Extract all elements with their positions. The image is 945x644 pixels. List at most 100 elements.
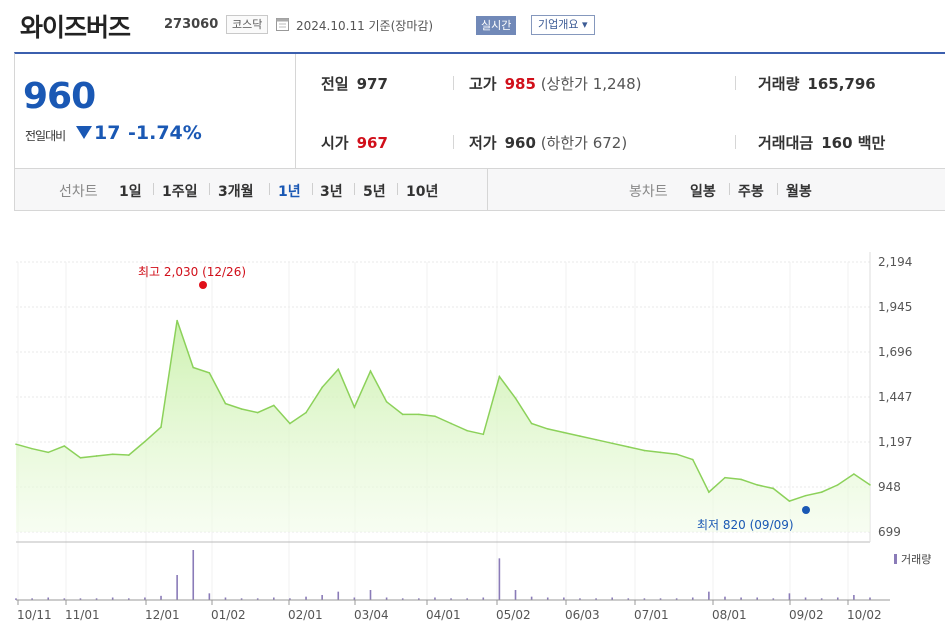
volume-bar bbox=[530, 596, 533, 600]
x-tick-label: 06/03 bbox=[565, 608, 600, 622]
price-point bbox=[208, 372, 211, 374]
price-point bbox=[772, 487, 775, 490]
x-tick-label: 10/02 bbox=[847, 608, 882, 622]
price-point bbox=[563, 431, 565, 434]
period-1y[interactable]: 1년 bbox=[278, 184, 301, 200]
volume-bar bbox=[240, 598, 243, 600]
volume-bar bbox=[514, 590, 517, 600]
volume-bar bbox=[224, 597, 227, 600]
price-point bbox=[482, 433, 485, 436]
price-point bbox=[595, 438, 597, 441]
x-tick-label: 01/02 bbox=[211, 608, 246, 622]
company-name: 와이즈버즈 bbox=[20, 13, 131, 42]
candle-weekly[interactable]: 주봉 bbox=[738, 184, 764, 200]
x-tick-label: 04/01 bbox=[426, 608, 461, 622]
price-point bbox=[401, 413, 404, 416]
candle-daily[interactable]: 일봉 bbox=[690, 184, 716, 200]
period-3y[interactable]: 3년 bbox=[320, 184, 343, 200]
y-tick-label: 1,696 bbox=[878, 345, 912, 359]
price-point bbox=[869, 484, 871, 486]
price-point bbox=[256, 411, 259, 414]
price-point bbox=[418, 413, 420, 416]
price-point bbox=[337, 368, 340, 371]
volume-bar bbox=[595, 598, 597, 600]
price-chart: 2,194 1,945 1,696 1,447 1,197 948 699 최고 2,030… bbox=[15, 252, 931, 622]
high-price: 고가 985 (상한가 1,248) bbox=[469, 75, 642, 93]
stock-header: 와이즈버즈 273060 코스닥 2024.10.11 기준(장마감) 실시간 … bbox=[0, 0, 945, 52]
x-tick-label: 09/02 bbox=[789, 608, 824, 622]
price-point bbox=[192, 366, 195, 369]
price-point bbox=[240, 408, 243, 410]
line-chart-label: 선차트 bbox=[59, 184, 98, 200]
x-tick-label: 03/04 bbox=[354, 608, 389, 622]
volume-bar bbox=[353, 597, 356, 600]
volume-bar bbox=[15, 598, 17, 600]
price-point bbox=[514, 397, 517, 399]
volume-bar bbox=[820, 598, 823, 600]
price-point bbox=[353, 406, 356, 409]
price-point bbox=[675, 453, 678, 455]
change-percent: -1.74% bbox=[128, 122, 202, 144]
price-point bbox=[627, 446, 630, 448]
low-marker bbox=[802, 506, 810, 514]
volume-bar bbox=[418, 598, 420, 600]
stock-code: 273060 bbox=[164, 17, 219, 32]
volume-bar bbox=[708, 591, 710, 600]
volume-bar bbox=[192, 550, 195, 600]
volume-bar bbox=[208, 593, 211, 600]
volume-bar bbox=[47, 597, 50, 600]
price-point bbox=[724, 476, 726, 479]
price-point bbox=[369, 370, 372, 372]
price-point bbox=[450, 422, 452, 425]
volume-bar bbox=[369, 590, 372, 600]
price-point bbox=[111, 453, 114, 455]
period-5y[interactable]: 5년 bbox=[363, 184, 386, 200]
volume-bar bbox=[160, 595, 162, 600]
price-point bbox=[740, 478, 742, 481]
volume-bar bbox=[853, 595, 855, 600]
candle-monthly[interactable]: 월봉 bbox=[786, 184, 812, 200]
price-point bbox=[853, 473, 855, 475]
change-label: 전일대비 bbox=[25, 129, 66, 143]
period-1w[interactable]: 1주일 bbox=[162, 184, 198, 200]
realtime-button[interactable]: 실시간 bbox=[476, 16, 517, 35]
x-tick-label: 10/11 bbox=[17, 608, 52, 622]
price-point bbox=[546, 428, 549, 430]
volume-bar bbox=[31, 598, 33, 600]
down-arrow-icon bbox=[76, 126, 92, 139]
y-tick-label: 699 bbox=[878, 525, 901, 539]
volume-bar bbox=[466, 598, 468, 600]
period-10y[interactable]: 10년 bbox=[406, 184, 439, 200]
volume-bar bbox=[772, 598, 775, 600]
volume-bar bbox=[659, 598, 662, 600]
volume-bar bbox=[289, 598, 291, 600]
price-point bbox=[804, 494, 807, 497]
market-badge: 코스닥 bbox=[226, 15, 269, 34]
change-value: 17 bbox=[94, 122, 121, 144]
volume-bar bbox=[482, 597, 485, 600]
volume-bar bbox=[111, 597, 114, 600]
price-point bbox=[305, 411, 307, 414]
volume-bar bbox=[740, 597, 742, 600]
open-price: 시가 967 bbox=[321, 134, 388, 152]
price-point bbox=[756, 484, 759, 486]
period-3m[interactable]: 3개월 bbox=[218, 184, 254, 200]
period-1d[interactable]: 1일 bbox=[119, 184, 142, 200]
price-point bbox=[63, 445, 66, 447]
volume-bar bbox=[563, 597, 565, 600]
high-marker bbox=[199, 281, 207, 289]
x-tick-label: 12/01 bbox=[145, 608, 180, 622]
price-summary: 960 전일대비 17 -1.74% 전일 977 고가 985 (상한가 1,24… bbox=[14, 52, 945, 169]
volume-bar bbox=[95, 598, 98, 600]
volume-bar bbox=[643, 598, 646, 600]
x-tick-label: 02/01 bbox=[288, 608, 323, 622]
volume-bar bbox=[127, 598, 130, 600]
price-point bbox=[659, 451, 662, 454]
volume-bar bbox=[756, 597, 759, 600]
volume-bar bbox=[836, 597, 839, 600]
price-point bbox=[466, 429, 468, 432]
company-overview-dropdown[interactable]: 기업개요 ▾ bbox=[531, 15, 595, 35]
x-tick-label: 05/02 bbox=[496, 608, 531, 622]
y-tick-label: 1,197 bbox=[878, 435, 912, 449]
price-point bbox=[611, 442, 613, 445]
